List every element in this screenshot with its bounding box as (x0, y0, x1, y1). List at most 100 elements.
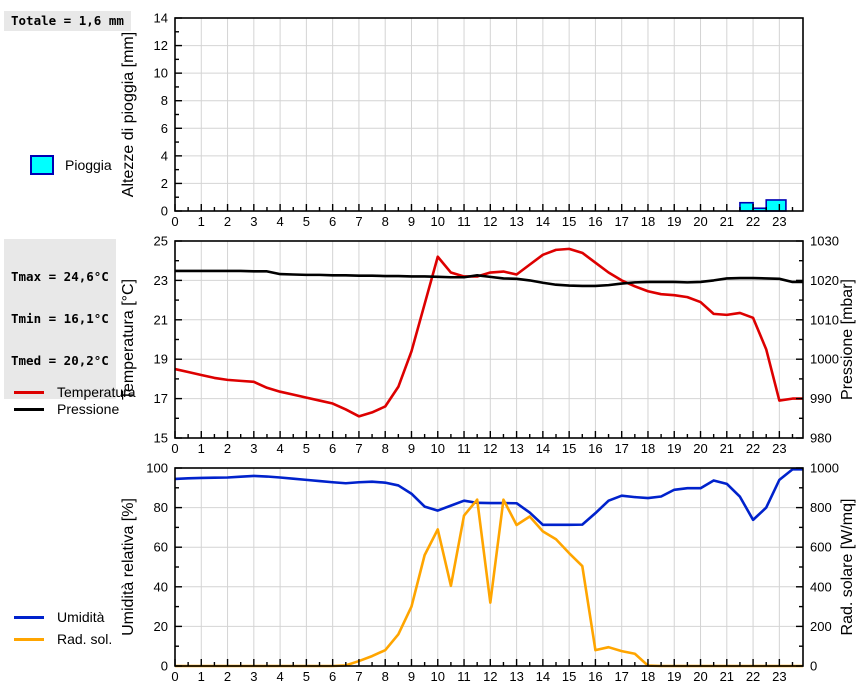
x-tick-label: 22 (746, 669, 760, 684)
y-tick-label: 0 (810, 659, 817, 674)
x-tick-label: 23 (772, 669, 786, 684)
x-tick-label: 20 (693, 214, 707, 229)
x-tick-label: 2 (224, 441, 231, 456)
y-tick-label: 1030 (810, 234, 839, 249)
x-tick-label: 11 (457, 669, 471, 684)
y-tick-label: 17 (154, 391, 168, 406)
rain-total-label: Totale = 1,6 mm (4, 11, 131, 31)
temperature-stats-box: Tmax = 24,6°C Tmin = 16,1°C Tmed = 20,2°… (4, 239, 116, 399)
y-tick-label: 25 (154, 234, 168, 249)
x-tick-label: 16 (588, 441, 602, 456)
x-tick-label: 18 (641, 214, 655, 229)
x-tick-label: 13 (509, 669, 523, 684)
x-tick-label: 11 (457, 214, 471, 229)
y-tick-label: 20 (154, 619, 168, 634)
x-tick-label: 9 (408, 214, 415, 229)
x-tick-label: 4 (276, 214, 283, 229)
y-axis-title-left: Temperatura [°C] (120, 279, 137, 400)
x-tick-label: 23 (772, 441, 786, 456)
x-tick-label: 17 (614, 669, 628, 684)
y-tick-label: 1000 (810, 461, 839, 476)
tmed-stat: Tmed = 20,2°C (11, 353, 109, 368)
y-tick-label: 800 (810, 500, 832, 515)
y-tick-label: 4 (161, 148, 168, 163)
x-tick-label: 12 (483, 669, 497, 684)
x-tick-label: 15 (562, 441, 576, 456)
y-tick-label: 15 (154, 431, 168, 446)
y-tick-label: 10 (154, 66, 168, 81)
y-tick-label: 990 (810, 391, 832, 406)
x-tick-label: 13 (509, 441, 523, 456)
y-tick-label: 100 (146, 461, 168, 476)
x-tick-label: 8 (382, 669, 389, 684)
y-tick-label: 1000 (810, 352, 839, 367)
x-tick-label: 8 (382, 214, 389, 229)
y-tick-label: 21 (154, 312, 168, 327)
y-tick-label: 400 (810, 579, 832, 594)
x-tick-label: 10 (431, 214, 445, 229)
humidity-legend-swatch-icon (14, 615, 44, 619)
solar-legend-swatch-icon (14, 637, 44, 641)
legend-rain: Pioggia (30, 155, 112, 175)
x-tick-label: 3 (250, 441, 257, 456)
legend-rain-label: Pioggia (65, 157, 112, 173)
x-tick-label: 5 (303, 214, 310, 229)
x-tick-label: 17 (614, 441, 628, 456)
x-tick-label: 6 (329, 214, 336, 229)
y-tick-label: 14 (154, 11, 168, 26)
plot-border (174, 467, 804, 667)
y-tick-label: 0 (161, 204, 168, 219)
y-tick-label: 0 (161, 659, 168, 674)
x-tick-label: 18 (641, 441, 655, 456)
legend-solar: Rad. sol. (14, 631, 112, 647)
y-tick-label: 23 (154, 273, 168, 288)
x-tick-label: 20 (693, 441, 707, 456)
x-tick-label: 2 (224, 214, 231, 229)
x-tick-label: 19 (667, 441, 681, 456)
y-tick-label: 80 (154, 500, 168, 515)
x-tick-label: 9 (408, 669, 415, 684)
rain-bar (739, 201, 754, 212)
x-tick-label: 16 (588, 214, 602, 229)
x-tick-label: 12 (483, 441, 497, 456)
y-axis-title-left: Altezze di pioggia [mm] (120, 32, 137, 197)
x-tick-label: 19 (667, 214, 681, 229)
y-tick-label: 12 (154, 38, 168, 53)
y-tick-label: 2 (161, 176, 168, 191)
x-tick-label: 22 (746, 441, 760, 456)
legend-humidity: Umidità (14, 609, 104, 625)
x-tick-label: 0 (171, 441, 178, 456)
y-tick-label: 200 (810, 619, 832, 634)
x-tick-label: 15 (562, 214, 576, 229)
rain-legend-swatch-icon (30, 155, 54, 175)
x-tick-label: 1 (198, 214, 205, 229)
x-tick-label: 6 (329, 441, 336, 456)
x-tick-label: 8 (382, 441, 389, 456)
x-tick-label: 15 (562, 669, 576, 684)
series-line (174, 247, 803, 418)
x-tick-label: 14 (536, 669, 550, 684)
y-tick-label: 40 (154, 579, 168, 594)
tmax-stat: Tmax = 24,6°C (11, 269, 109, 284)
legend-pressure-label: Pressione (57, 401, 120, 417)
x-tick-label: 5 (303, 441, 310, 456)
x-tick-label: 7 (355, 441, 362, 456)
x-tick-label: 7 (355, 669, 362, 684)
x-tick-label: 12 (483, 214, 497, 229)
y-axis-title-right: Pressione [mbar] (839, 279, 856, 400)
y-axis-title-left: Umidità relativa [%] (120, 498, 137, 636)
pressure-legend-swatch-icon (14, 407, 44, 411)
x-tick-label: 1 (198, 441, 205, 456)
x-tick-label: 5 (303, 669, 310, 684)
x-tick-label: 14 (536, 441, 550, 456)
y-tick-label: 1020 (810, 273, 839, 288)
x-tick-label: 11 (457, 441, 471, 456)
x-tick-label: 0 (171, 669, 178, 684)
x-tick-label: 17 (614, 214, 628, 229)
y-tick-label: 1010 (810, 312, 839, 327)
rain-bar (765, 199, 787, 212)
legend-temperature-label: Temperatura (57, 384, 136, 400)
x-tick-label: 19 (667, 669, 681, 684)
